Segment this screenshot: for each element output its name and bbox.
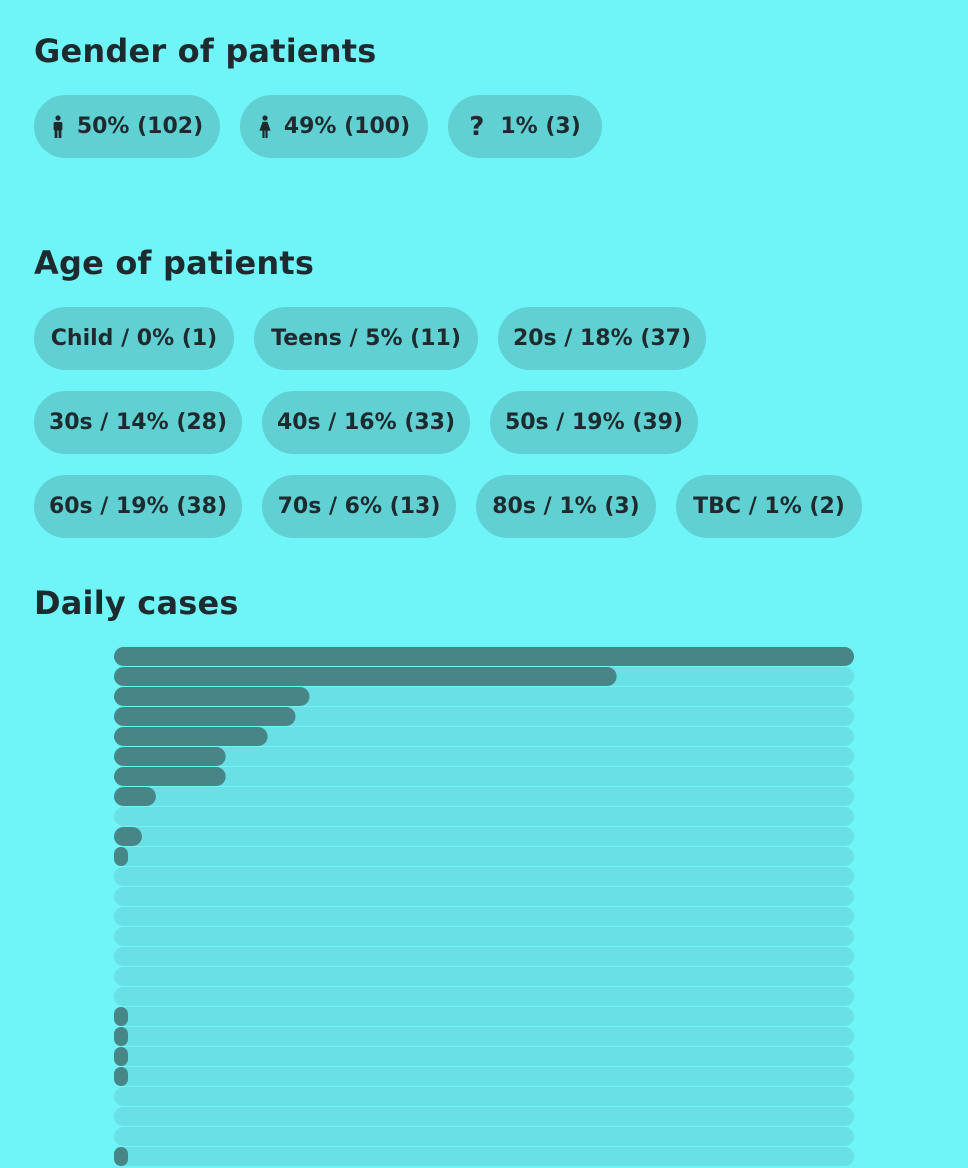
daily-bar-track xyxy=(114,947,854,966)
daily-bar[interactable] xyxy=(114,667,617,686)
daily-bar[interactable] xyxy=(114,1067,128,1086)
daily-bar-track xyxy=(114,987,854,1006)
daily-bar[interactable] xyxy=(114,1027,128,1046)
daily-bar[interactable] xyxy=(114,1047,128,1066)
daily-bar[interactable] xyxy=(114,767,226,786)
daily-bar[interactable] xyxy=(114,787,156,806)
age-pill-70s[interactable]: 70s / 6% (13) xyxy=(262,475,456,538)
age-pill-20s[interactable]: 20s / 18% (37) xyxy=(498,307,706,370)
daily-bar-track xyxy=(114,767,854,786)
daily-bar-track xyxy=(114,1107,854,1126)
daily-bar[interactable] xyxy=(114,847,128,866)
gender-female-pill[interactable]: 49% (100) xyxy=(240,95,428,158)
daily-bar-track xyxy=(114,1087,854,1106)
daily-bar-track xyxy=(114,747,854,766)
gender-male-label: 50% (102) xyxy=(76,114,204,139)
daily-bar-track xyxy=(114,687,854,706)
daily-bar[interactable] xyxy=(114,1147,128,1166)
daily-bar-track xyxy=(114,907,854,926)
age-pill-80s[interactable]: 80s / 1% (3) xyxy=(476,475,656,538)
question-icon: ? xyxy=(469,111,485,142)
female-icon xyxy=(258,114,272,139)
age-pill-child[interactable]: Child / 0% (1) xyxy=(34,307,234,370)
daily-bar[interactable] xyxy=(114,1007,128,1026)
age-pill-label: Teens / 5% (11) xyxy=(271,326,461,351)
age-pill-label: TBC / 1% (2) xyxy=(693,494,845,519)
daily-bar-track xyxy=(114,967,854,986)
daily-bar-track xyxy=(114,1027,854,1046)
daily-section-title: Daily cases xyxy=(34,584,239,622)
age-section-title: Age of patients xyxy=(34,244,315,282)
daily-bar-track xyxy=(114,727,854,746)
daily-bar[interactable] xyxy=(114,687,310,706)
age-pill-label: 20s / 18% (37) xyxy=(512,326,692,351)
age-pill-label: 80s / 1% (3) xyxy=(492,494,640,519)
age-pill-40s[interactable]: 40s / 16% (33) xyxy=(262,391,470,454)
daily-bar[interactable] xyxy=(114,827,142,846)
male-icon xyxy=(51,114,65,139)
age-pill-label: 50s / 19% (39) xyxy=(504,410,684,435)
age-pill-tbc[interactable]: TBC / 1% (2) xyxy=(676,475,862,538)
age-pill-30s[interactable]: 30s / 14% (28) xyxy=(34,391,242,454)
age-pill-label: 70s / 6% (13) xyxy=(277,494,441,519)
daily-bar-track xyxy=(114,927,854,946)
daily-bar-track xyxy=(114,807,854,826)
daily-bar-track xyxy=(114,867,854,886)
daily-bar-track xyxy=(114,647,854,666)
daily-bar-track xyxy=(114,667,854,686)
daily-bar-track xyxy=(114,1147,854,1166)
daily-bar-track xyxy=(114,1007,854,1026)
daily-bar-track xyxy=(114,707,854,726)
gender-unknown-pill[interactable]: ? 1% (3) xyxy=(448,95,602,158)
daily-bar[interactable] xyxy=(114,747,226,766)
age-pill-label: 60s / 19% (38) xyxy=(48,494,228,519)
age-pill-label: 40s / 16% (33) xyxy=(276,410,456,435)
daily-bar-track xyxy=(114,1127,854,1146)
daily-bar-track xyxy=(114,887,854,906)
daily-bar-track xyxy=(114,847,854,866)
gender-female-label: 49% (100) xyxy=(283,114,411,139)
daily-bar-track xyxy=(114,1047,854,1066)
age-pill-label: Child / 0% (1) xyxy=(50,326,218,351)
daily-bar-track xyxy=(114,787,854,806)
daily-bar[interactable] xyxy=(114,727,268,746)
gender-unknown-label: 1% (3) xyxy=(500,114,581,139)
gender-section-title: Gender of patients xyxy=(34,32,377,70)
daily-bar-track xyxy=(114,1067,854,1086)
age-pill-60s[interactable]: 60s / 19% (38) xyxy=(34,475,242,538)
daily-bar-track xyxy=(114,827,854,846)
daily-bar[interactable] xyxy=(114,647,854,666)
gender-male-pill[interactable]: 50% (102) xyxy=(34,95,220,158)
age-pill-teens[interactable]: Teens / 5% (11) xyxy=(254,307,478,370)
daily-bar[interactable] xyxy=(114,707,296,726)
age-pill-label: 30s / 14% (28) xyxy=(48,410,228,435)
age-pill-50s[interactable]: 50s / 19% (39) xyxy=(490,391,698,454)
